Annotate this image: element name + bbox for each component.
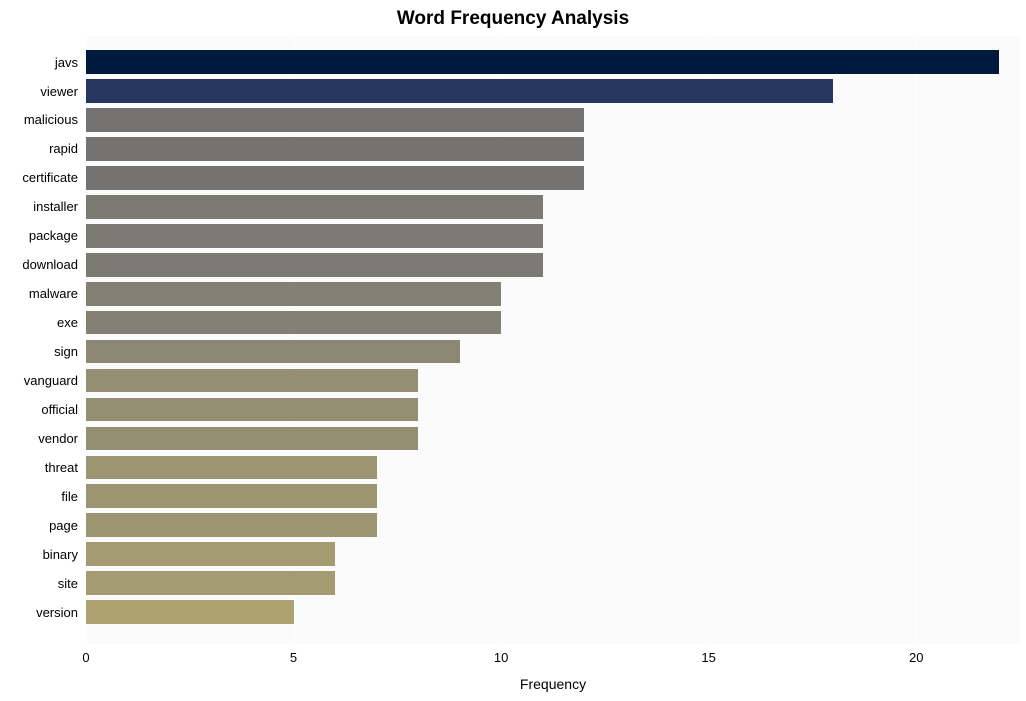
bar (86, 427, 418, 451)
bar (86, 456, 377, 480)
bar (86, 513, 377, 537)
x-tick-label: 20 (909, 650, 923, 665)
bar (86, 50, 999, 74)
chart-title: Word Frequency Analysis (0, 8, 1026, 30)
bar (86, 311, 501, 335)
y-tick-label: viewer (0, 84, 84, 99)
y-tick-label: binary (0, 547, 84, 562)
y-tick-label: file (0, 489, 84, 504)
bar (86, 282, 501, 306)
y-tick-label: site (0, 576, 84, 591)
bar (86, 108, 584, 132)
y-tick-label: vendor (0, 431, 84, 446)
y-tick-label: download (0, 257, 84, 272)
bar (86, 571, 335, 595)
y-tick-label: installer (0, 199, 84, 214)
x-tick-label: 10 (494, 650, 508, 665)
bar (86, 484, 377, 508)
bar (86, 542, 335, 566)
x-tick-label: 5 (290, 650, 297, 665)
bar (86, 253, 543, 277)
y-tick-label: malware (0, 286, 84, 301)
bar (86, 79, 833, 103)
x-tick-label: 15 (701, 650, 715, 665)
y-tick-label: exe (0, 315, 84, 330)
bar (86, 166, 584, 190)
y-tick-label: threat (0, 460, 84, 475)
grid-line (916, 36, 917, 644)
y-tick-label: package (0, 228, 84, 243)
y-tick-label: version (0, 605, 84, 620)
grid-line (709, 36, 710, 644)
y-tick-label: malicious (0, 112, 84, 127)
chart-container: Word Frequency Analysis Frequency 0 5 10 15… (0, 0, 1026, 701)
bar (86, 137, 584, 161)
y-tick-label: sign (0, 344, 84, 359)
y-tick-label: certificate (0, 170, 84, 185)
bar (86, 224, 543, 248)
y-tick-label: rapid (0, 141, 84, 156)
y-tick-label: official (0, 402, 84, 417)
y-tick-label: page (0, 518, 84, 533)
bar (86, 195, 543, 219)
bar (86, 369, 418, 393)
bar (86, 340, 460, 364)
bar (86, 398, 418, 422)
x-tick-label: 0 (82, 650, 89, 665)
y-tick-label: vanguard (0, 373, 84, 388)
y-tick-label: javs (0, 55, 84, 70)
bar (86, 600, 294, 624)
x-axis-label: Frequency (520, 676, 586, 692)
